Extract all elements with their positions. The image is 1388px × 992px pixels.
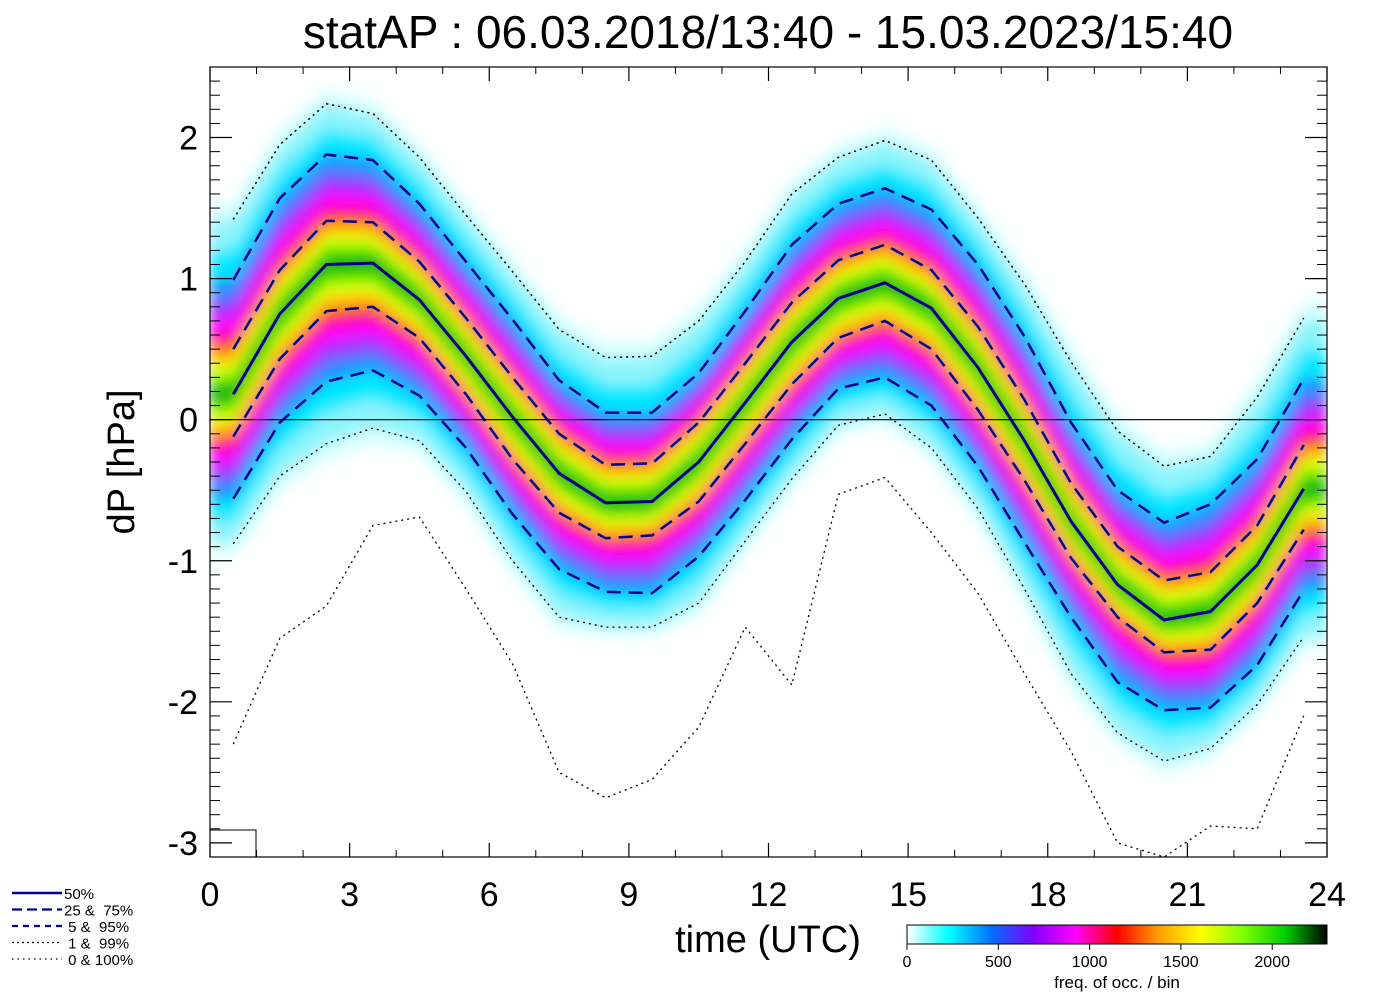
colorbar-tick-label: 500 bbox=[985, 954, 1012, 971]
x-tick-label: 24 bbox=[1308, 876, 1346, 914]
x-tick-label: 15 bbox=[889, 876, 927, 914]
band-magenta bbox=[210, 190, 1327, 679]
percentile-line-95pct bbox=[232, 153, 1305, 524]
colorbar-tick-label: 1000 bbox=[1072, 954, 1108, 971]
colorbar-gradient bbox=[906, 924, 1328, 945]
y-tick-label: -3 bbox=[168, 825, 198, 863]
legend: 50%25 & 75% 5 & 95% 1 & 99% 0 & 100% bbox=[12, 886, 133, 969]
y-axis-label: dP [hPa] bbox=[101, 389, 143, 534]
colorbar: freq. of occ. / bin 0 500 1000 1500 2000 bbox=[903, 924, 1328, 992]
percentile-line-50pct bbox=[232, 261, 1305, 622]
chart-title: statAP : 06.03.2018/13:40 - 15.03.2023/1… bbox=[303, 6, 1233, 58]
frequency-heatmap bbox=[210, 88, 1327, 777]
percentile-line-5pct bbox=[232, 369, 1305, 712]
y-tick-label: 2 bbox=[179, 120, 198, 158]
x-tick-label: 9 bbox=[619, 876, 638, 914]
x-tick-label: 3 bbox=[340, 876, 359, 914]
legend-label: 1 & 99% bbox=[64, 936, 129, 953]
colorbar-label: freq. of occ. / bin bbox=[1054, 973, 1180, 992]
y-tick-label: -1 bbox=[168, 543, 198, 581]
percentile-line-25pct bbox=[232, 305, 1305, 654]
x-tick-label: 0 bbox=[201, 876, 220, 914]
x-axis-label: time (UTC) bbox=[675, 919, 861, 961]
x-tick-label: 21 bbox=[1168, 876, 1206, 914]
legend-label: 0 & 100% bbox=[64, 952, 133, 969]
percentile-line-0pct bbox=[232, 476, 1305, 857]
percentile-line-1pct bbox=[232, 413, 1305, 762]
y-tick-label: 1 bbox=[179, 261, 198, 299]
colorbar-tick-label: 1500 bbox=[1163, 954, 1199, 971]
x-tick-label: 18 bbox=[1029, 876, 1067, 914]
legend-label: 25 & 75% bbox=[64, 903, 133, 920]
colorbar-tick-label: 0 bbox=[903, 954, 912, 971]
y-tick-label: -2 bbox=[168, 684, 198, 722]
x-tick-label: 6 bbox=[480, 876, 499, 914]
heatmap-bands bbox=[210, 88, 1327, 777]
legend-label: 5 & 95% bbox=[64, 919, 129, 936]
y-tick-label: 0 bbox=[179, 402, 198, 440]
colorbar-tick-label: 2000 bbox=[1254, 954, 1290, 971]
corner-box bbox=[209, 829, 257, 858]
legend-label: 50% bbox=[64, 886, 94, 903]
x-tick-label: 12 bbox=[750, 876, 788, 914]
band-green bbox=[210, 244, 1327, 635]
